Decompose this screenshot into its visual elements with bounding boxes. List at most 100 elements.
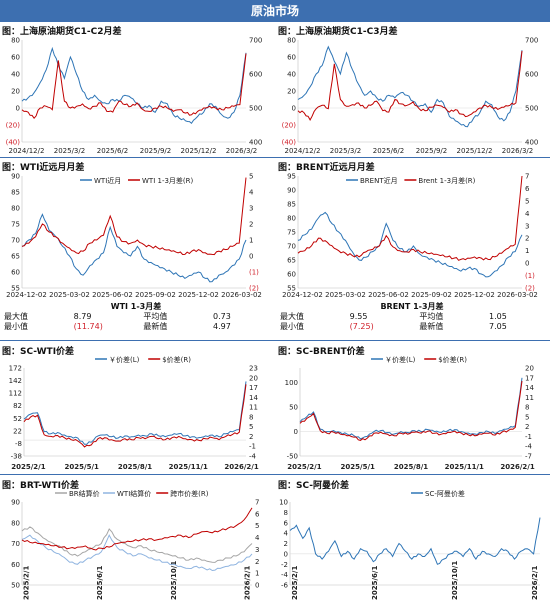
y-left-tick-label: 0 [294, 428, 298, 436]
row-separator [0, 474, 550, 475]
y-right-tick-label: 400 [525, 139, 538, 147]
series-line-2 [297, 50, 523, 121]
y-right-tick-label: 400 [249, 139, 262, 147]
y-right-tick-label: 2 [249, 433, 253, 441]
y-right-tick-label: 3 [525, 222, 529, 230]
y-right-tick-label: 23 [249, 365, 258, 373]
y-right-tick-label: 1 [249, 237, 253, 245]
y-left-tick-label: 65 [11, 253, 20, 261]
x-tick-label: 2026/2/1 [224, 463, 258, 471]
legend-label: Brent 1-3月差(R) [418, 176, 475, 185]
y-left-tick-label: 80 [11, 519, 20, 527]
x-tick-label: 2026-03-02 [497, 291, 538, 299]
y-right-tick-label: 3 [249, 205, 253, 213]
panel-title-brt-wti: 图：BRT-WTI价差 [2, 481, 79, 491]
y-left-tick-label: 90 [11, 173, 20, 181]
y-left-tick-label: 100 [285, 379, 298, 387]
x-tick-label: 2025/2/1 [23, 566, 31, 600]
brent-latest-label: 最新值 [419, 322, 444, 331]
panel-title-brent-spread: 图：BRENT近远月月差 [278, 163, 375, 173]
series-line-3 [21, 507, 253, 551]
series-line-2 [299, 380, 523, 441]
chart-wti-spread: 90 85 80 75 70 65 60 55 5 4 3 2 1 0 (1) (2) 2024-12-02 20… [0, 170, 272, 300]
y-right-tick-label: 6 [525, 185, 530, 193]
y-left-tick-label: 85 [11, 189, 20, 197]
y-right-tick-label: 14 [249, 394, 258, 402]
x-tick-label: 2025/10/1 [170, 561, 178, 600]
chart-sc-oman: 10 8 6 4 2 0 -2 -4 -6 2025/2/1 2025/6/1 2025/10/1 20… [276, 488, 548, 601]
y-right-tick-label: 8 [249, 413, 253, 421]
panel-title-sc-c1c3: 图：上海原油期货C1-C3月差 [278, 27, 398, 37]
y-left-tick-label: 40 [287, 71, 296, 79]
y-left-tick-label: 112 [9, 390, 22, 398]
y-left-tick-label: 20 [287, 88, 296, 96]
x-tick-label: 2025/12/2 [181, 147, 217, 155]
y-right-tick-label: -4 [249, 453, 257, 461]
x-tick-label: 2024-12-02 [282, 291, 323, 299]
panel-title-sc-oman: 图：SC-阿曼价差 [278, 481, 350, 491]
y-right-tick-label: 11 [525, 394, 534, 402]
row-separator [0, 340, 550, 341]
brent-max-label: 最大值 [280, 312, 304, 321]
brent-min-value: (7.25) [349, 322, 374, 331]
x-tick-label: 2025-12-02 [454, 291, 495, 299]
wti-min-value: (11.74) [73, 322, 103, 331]
x-tick-label: 2025/2/1 [287, 463, 321, 471]
wti-stats-table: WTI 1-3月差 最大值 8.79 平均值 0.73 最小值 (11.74) … [2, 302, 270, 332]
y-right-tick-label: 14 [525, 384, 534, 392]
y-right-tick-label: 4 [255, 534, 260, 542]
y-right-tick-label: 5 [249, 423, 253, 431]
y-left-tick-label: 80 [11, 37, 20, 45]
x-tick-label: 2025/12/2 [457, 147, 493, 155]
y-right-tick-label: -4 [525, 443, 533, 451]
wti-latest-label: 最新值 [143, 322, 168, 331]
x-tick-label: 2025-09-02 [411, 291, 452, 299]
y-right-tick-label: -1 [525, 433, 532, 441]
y-left-tick-label: 60 [287, 54, 296, 62]
y-left-tick-label: 80 [287, 215, 296, 223]
x-tick-label: 2025/8/1 [118, 463, 152, 471]
y-left-tick-label: -2 [281, 561, 288, 569]
x-tick-label: 2024/12/2 [9, 147, 45, 155]
x-tick-label: 2025/6/2 [373, 147, 404, 155]
y-left-tick-label: 50 [289, 404, 298, 412]
wti-latest-value: 4.97 [213, 322, 231, 331]
y-right-tick-label: 11 [249, 404, 258, 412]
y-right-tick-label: 5 [255, 522, 259, 530]
panel-title-sc-wti: 图：SC-WTI价差 [2, 347, 75, 357]
y-right-tick-label: 3 [255, 546, 259, 554]
x-tick-label: 2026-03-02 [221, 291, 262, 299]
chart-brent-spread: 95 90 85 80 75 70 65 60 55 7 6 5 4 3 2 1 0 (1) (2) 2024-12-… [276, 170, 548, 300]
x-tick-label: 2025/6/2 [97, 147, 128, 155]
x-tick-label: 2024-12-02 [6, 291, 47, 299]
y-left-tick-label: 172 [9, 365, 22, 373]
series-line-1 [289, 517, 541, 565]
y-left-tick-label: 82 [13, 402, 22, 410]
legend-label: BR结算价 [69, 489, 100, 498]
y-left-tick-label: 0 [292, 105, 296, 113]
y-left-tick-label: (20) [6, 122, 21, 130]
y-left-tick-label: 22 [13, 427, 22, 435]
legend-label: WTI近月 [94, 176, 121, 185]
x-tick-label: 2025/9/2 [140, 147, 171, 155]
y-left-tick-label: 6 [284, 519, 289, 527]
page-header: 原油市场 [0, 0, 550, 22]
y-right-tick-label: 8 [525, 404, 529, 412]
y-left-tick-label: 95 [287, 173, 296, 181]
x-tick-label: 2025/9/2 [416, 147, 447, 155]
y-left-tick-label: 0 [16, 105, 20, 113]
y-right-tick-label: 20 [249, 374, 258, 382]
legend-label: BRENT近月 [360, 176, 398, 185]
x-tick-label: 2026/3/2 [226, 147, 257, 155]
y-right-tick-label: 5 [249, 173, 253, 181]
x-tick-label: 2025-12-02 [178, 291, 219, 299]
y-right-tick-label: 2 [249, 221, 253, 229]
legend-label: SC-阿曼价差 [425, 489, 465, 498]
y-left-tick-label: 10 [279, 499, 288, 507]
brent-avg-value: 1.05 [489, 312, 507, 321]
x-tick-label: 2025/6/1 [96, 566, 104, 600]
wti-stats-title: WTI 1-3月差 [110, 302, 162, 311]
series-line-2 [21, 534, 253, 572]
x-tick-label: 2025/11/1 [445, 463, 484, 471]
x-tick-label: 2026/3/2 [502, 147, 533, 155]
